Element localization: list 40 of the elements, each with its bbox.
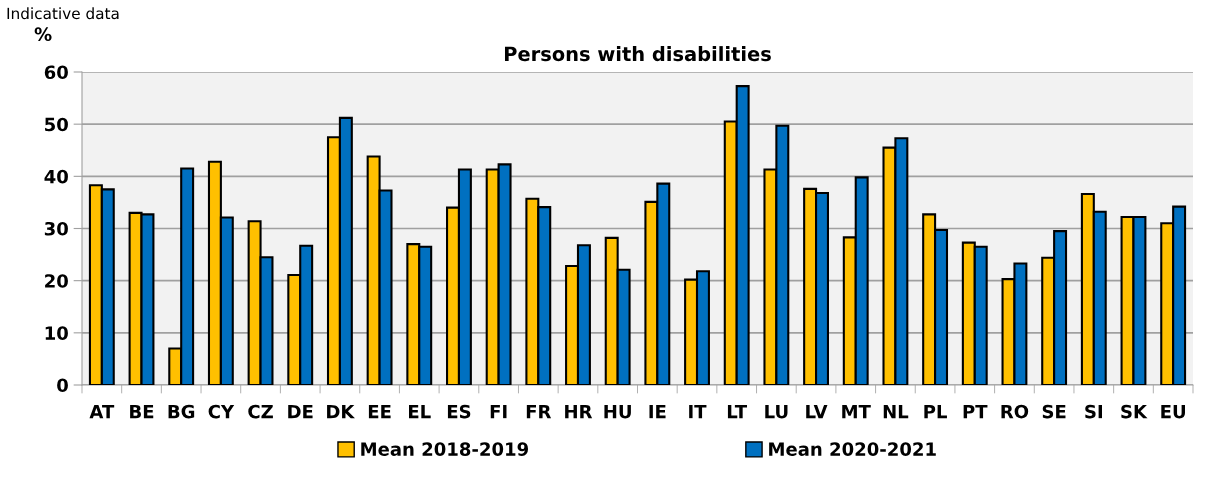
- y-tick-label: 40: [44, 169, 68, 184]
- x-tick-label: DE: [288, 405, 313, 419]
- x-tick-label: DK: [327, 405, 355, 419]
- y-tick-label: 60: [44, 65, 68, 80]
- x-tick-label: HR: [565, 405, 593, 419]
- x-tick-label: LU: [765, 405, 788, 419]
- x-tick-label: SE: [1042, 404, 1066, 419]
- x-tick-label: PL: [924, 405, 947, 419]
- x-tick-label: RO: [1001, 404, 1029, 419]
- x-tick-label: NL: [883, 405, 909, 419]
- x-tick-label: IE: [649, 405, 666, 419]
- y-axis-title: %: [34, 27, 52, 41]
- x-tick-label: LV: [806, 405, 828, 419]
- x-tick-label: EE: [368, 405, 391, 419]
- chart-title: Persons with disabilities: [504, 46, 771, 62]
- x-tick-label: BE: [130, 405, 154, 419]
- y-tick-label: 50: [45, 117, 68, 132]
- x-tick-label: FR: [526, 405, 552, 419]
- x-tick-label: HU: [604, 405, 631, 419]
- x-tick-label: CY: [208, 404, 235, 419]
- x-tick-label: IT: [689, 405, 707, 419]
- y-tick-label: 10: [45, 326, 68, 340]
- legend-label: Mean 2018-2019: [361, 442, 529, 456]
- x-tick-label: ES: [447, 404, 471, 419]
- x-tick-label: BG: [168, 404, 195, 419]
- x-tick-label: CZ: [248, 404, 273, 419]
- x-tick-label: SK: [1121, 404, 1148, 419]
- x-tick-label: EL: [409, 405, 431, 419]
- x-tick-label: FI: [490, 405, 507, 419]
- x-tick-label: SI: [1085, 404, 1102, 419]
- y-tick-label: 30: [44, 221, 68, 236]
- x-tick-label: LT: [727, 405, 748, 419]
- y-tick-label: 20: [45, 274, 68, 288]
- text: Indicative data: [7, 7, 119, 20]
- x-tick-label: EU: [1161, 405, 1185, 419]
- x-tick-label: MT: [842, 405, 871, 419]
- y-tick-label: 0: [57, 378, 68, 393]
- legend-label: Mean 2020-2021: [769, 442, 936, 456]
- x-tick-label: AT: [89, 405, 115, 419]
- x-tick-label: PT: [963, 405, 988, 419]
